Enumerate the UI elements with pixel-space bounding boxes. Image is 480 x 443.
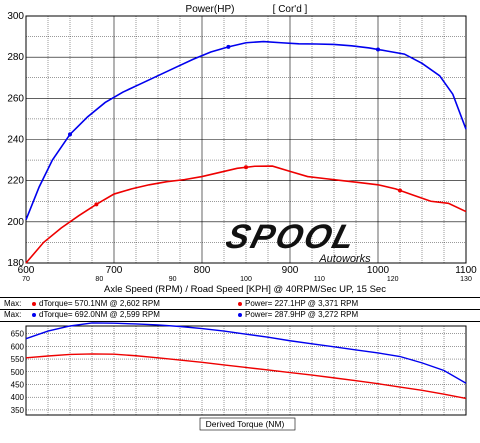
series-line-red (25, 353, 467, 400)
torque-chart-title: Derived Torque (NM) (206, 419, 285, 429)
series-point (226, 44, 231, 49)
plot-frame (25, 325, 467, 416)
y-tick-label: 500 (11, 368, 25, 377)
x-tick-secondary-label: 100 (240, 276, 252, 283)
plot-frame (25, 15, 467, 264)
series-point (94, 202, 99, 207)
legend-torque-red: dTorque= 570.1NM @ 2,602 RPM (32, 299, 160, 309)
x-tick-label: 1100 (455, 265, 477, 276)
torque-plot: 350 400 450 500 550 600 650 (11, 322, 467, 431)
y-tick-label: 650 (11, 330, 25, 339)
series-line-blue (25, 322, 467, 384)
legend-max-label: Max: (4, 299, 22, 308)
x-tick-secondary-label: 130 (460, 276, 472, 283)
y-tick-label: 220 (7, 176, 24, 187)
legend-torque-blue: dTorque= 692.0NM @ 2,599 RPM (32, 310, 160, 320)
y-tick-label: 260 (7, 93, 24, 104)
x-tick-secondary-label: 90 (169, 276, 177, 283)
legend-separator-bottom (0, 321, 480, 322)
series-point (398, 188, 402, 193)
series-point (376, 47, 380, 52)
legend-row-2: Max: dTorque= 692.0NM @ 2,599 RPM Power=… (2, 310, 478, 320)
x-tick-secondary-label: 120 (387, 276, 399, 283)
red-dot-icon (32, 301, 36, 306)
y-tick-label: 400 (11, 393, 25, 402)
y-tick-label: 450 (11, 380, 25, 389)
y-tick-label: 300 (7, 11, 24, 22)
power-plot: 180 200 220 240 260 280 300 600 700 800 900 1000 110… (7, 11, 477, 283)
legend-row-1: Max: dTorque= 570.1NM @ 2,602 RPM Power=… (2, 299, 478, 309)
series-line-blue (25, 40, 467, 221)
legend-power-blue: Power= 287.9HP @ 3,272 RPM (238, 310, 358, 320)
legend-separator-top (0, 297, 480, 298)
y-tick-label: 200 (7, 217, 24, 228)
blue-dot-icon (238, 312, 242, 317)
torque-title-box (199, 417, 296, 431)
legend-separator-mid (0, 309, 480, 310)
y-tick-label: 600 (11, 342, 25, 351)
x-axis-label: Axle Speed (RPM) / Road Speed [KPH] @ 40… (104, 284, 386, 295)
y-tick-label: 280 (7, 52, 24, 63)
power-chart-title: Power(HP) (186, 4, 235, 15)
x-tick-secondary-label: 80 (95, 276, 103, 283)
x-tick-secondary-label: 110 (314, 276, 325, 283)
y-tick-label: 350 (11, 406, 25, 415)
y-tick-label: 550 (11, 355, 25, 364)
legend-power-red: Power= 227.1HP @ 3,371 RPM (238, 299, 358, 309)
logo-brand: SPOOL (222, 219, 361, 256)
x-tick-label: 600 (18, 265, 35, 276)
y-tick-label: 240 (7, 135, 24, 146)
power-chart-subtitle: [ Cor'd ] (273, 4, 308, 15)
logo-tagline: Autoworks (318, 253, 371, 265)
red-dot-icon (238, 301, 242, 306)
blue-dot-icon (32, 312, 36, 317)
legend-max-label: Max: (4, 310, 22, 319)
x-tick-secondary-label: 70 (22, 276, 30, 283)
x-tick-label: 1000 (367, 265, 390, 276)
series-point (68, 132, 72, 137)
x-tick-label: 800 (194, 265, 211, 276)
x-tick-label: 900 (282, 265, 299, 276)
spool-autoworks-logo: SPOOL Autoworks (222, 219, 371, 265)
y-tick-label: 180 (7, 258, 24, 269)
x-tick-label: 700 (106, 265, 123, 276)
series-point (244, 165, 248, 170)
